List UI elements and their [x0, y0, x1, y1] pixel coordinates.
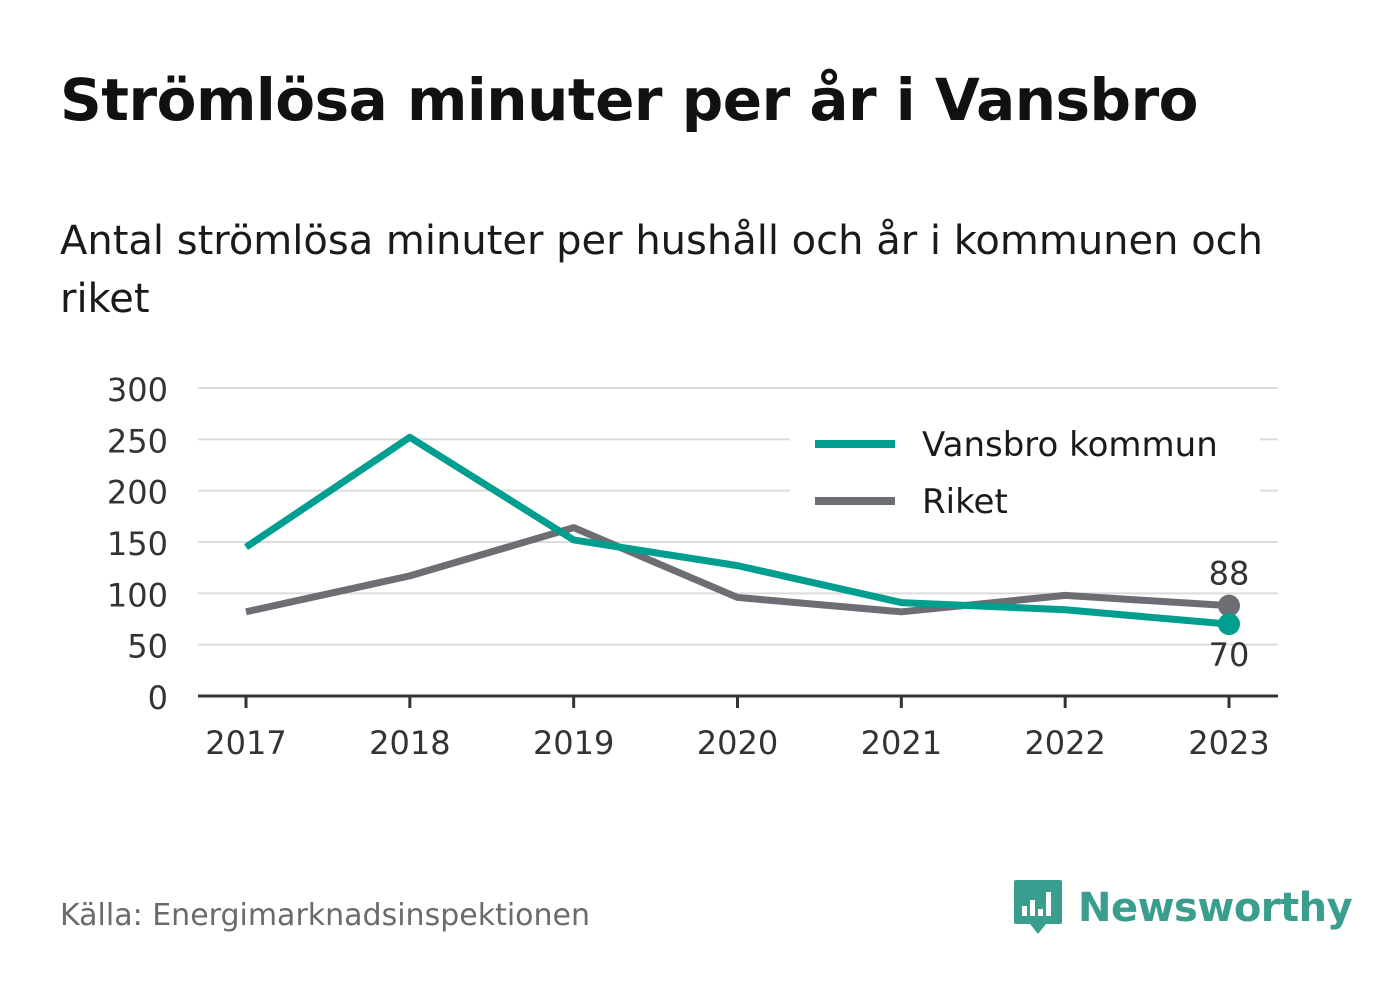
- y-tick-label: 300: [107, 371, 168, 409]
- y-tick-label: 50: [127, 628, 168, 666]
- y-tick-label: 150: [107, 525, 168, 563]
- x-tick-label: 2022: [1024, 724, 1105, 762]
- legend-background: [790, 418, 1260, 530]
- legend-label: Vansbro kommun: [922, 425, 1218, 465]
- x-tick-label: 2021: [861, 724, 942, 762]
- x-tick-label: 2018: [369, 724, 450, 762]
- source-note: Källa: Energimarknadsinspektionen: [60, 898, 591, 933]
- end-labels: 88 70: [1209, 555, 1250, 674]
- legend: Vansbro kommun Riket: [790, 418, 1260, 530]
- y-tick-label: 200: [107, 474, 168, 512]
- x-tick-label: 2019: [533, 724, 614, 762]
- y-tick-label: 0: [148, 679, 168, 717]
- y-tick-label: 100: [107, 576, 168, 614]
- chart-title: Strömlösa minuter per år i Vansbro: [60, 66, 1199, 134]
- end-value-label: 70: [1209, 636, 1250, 674]
- brand-logo: Newsworthy: [1012, 878, 1353, 938]
- series-line: [244, 433, 1230, 628]
- brand-name: Newsworthy: [1078, 885, 1353, 931]
- x-tick-label: 2017: [205, 724, 286, 762]
- bar-chart-speech-bubble-icon: [1014, 880, 1062, 934]
- legend-label: Riket: [922, 482, 1008, 522]
- end-value-label: 88: [1209, 555, 1250, 593]
- y-tick-label: 250: [107, 422, 168, 460]
- x-axis: 2017 2018 2019 2020 2021 2022 2023: [198, 694, 1278, 762]
- y-tick-labels: 0 50 100 150 200 250 300: [107, 371, 168, 717]
- series-lines: [244, 433, 1240, 636]
- series-line: [245, 524, 1230, 616]
- series-endpoint: [1218, 613, 1240, 636]
- x-tick-label: 2020: [697, 724, 778, 762]
- series-endpoint: [1218, 594, 1240, 617]
- x-tick-label: 2023: [1188, 724, 1269, 762]
- chart-subtitle: Antal strömlösa minuter per hushåll och …: [60, 218, 1264, 322]
